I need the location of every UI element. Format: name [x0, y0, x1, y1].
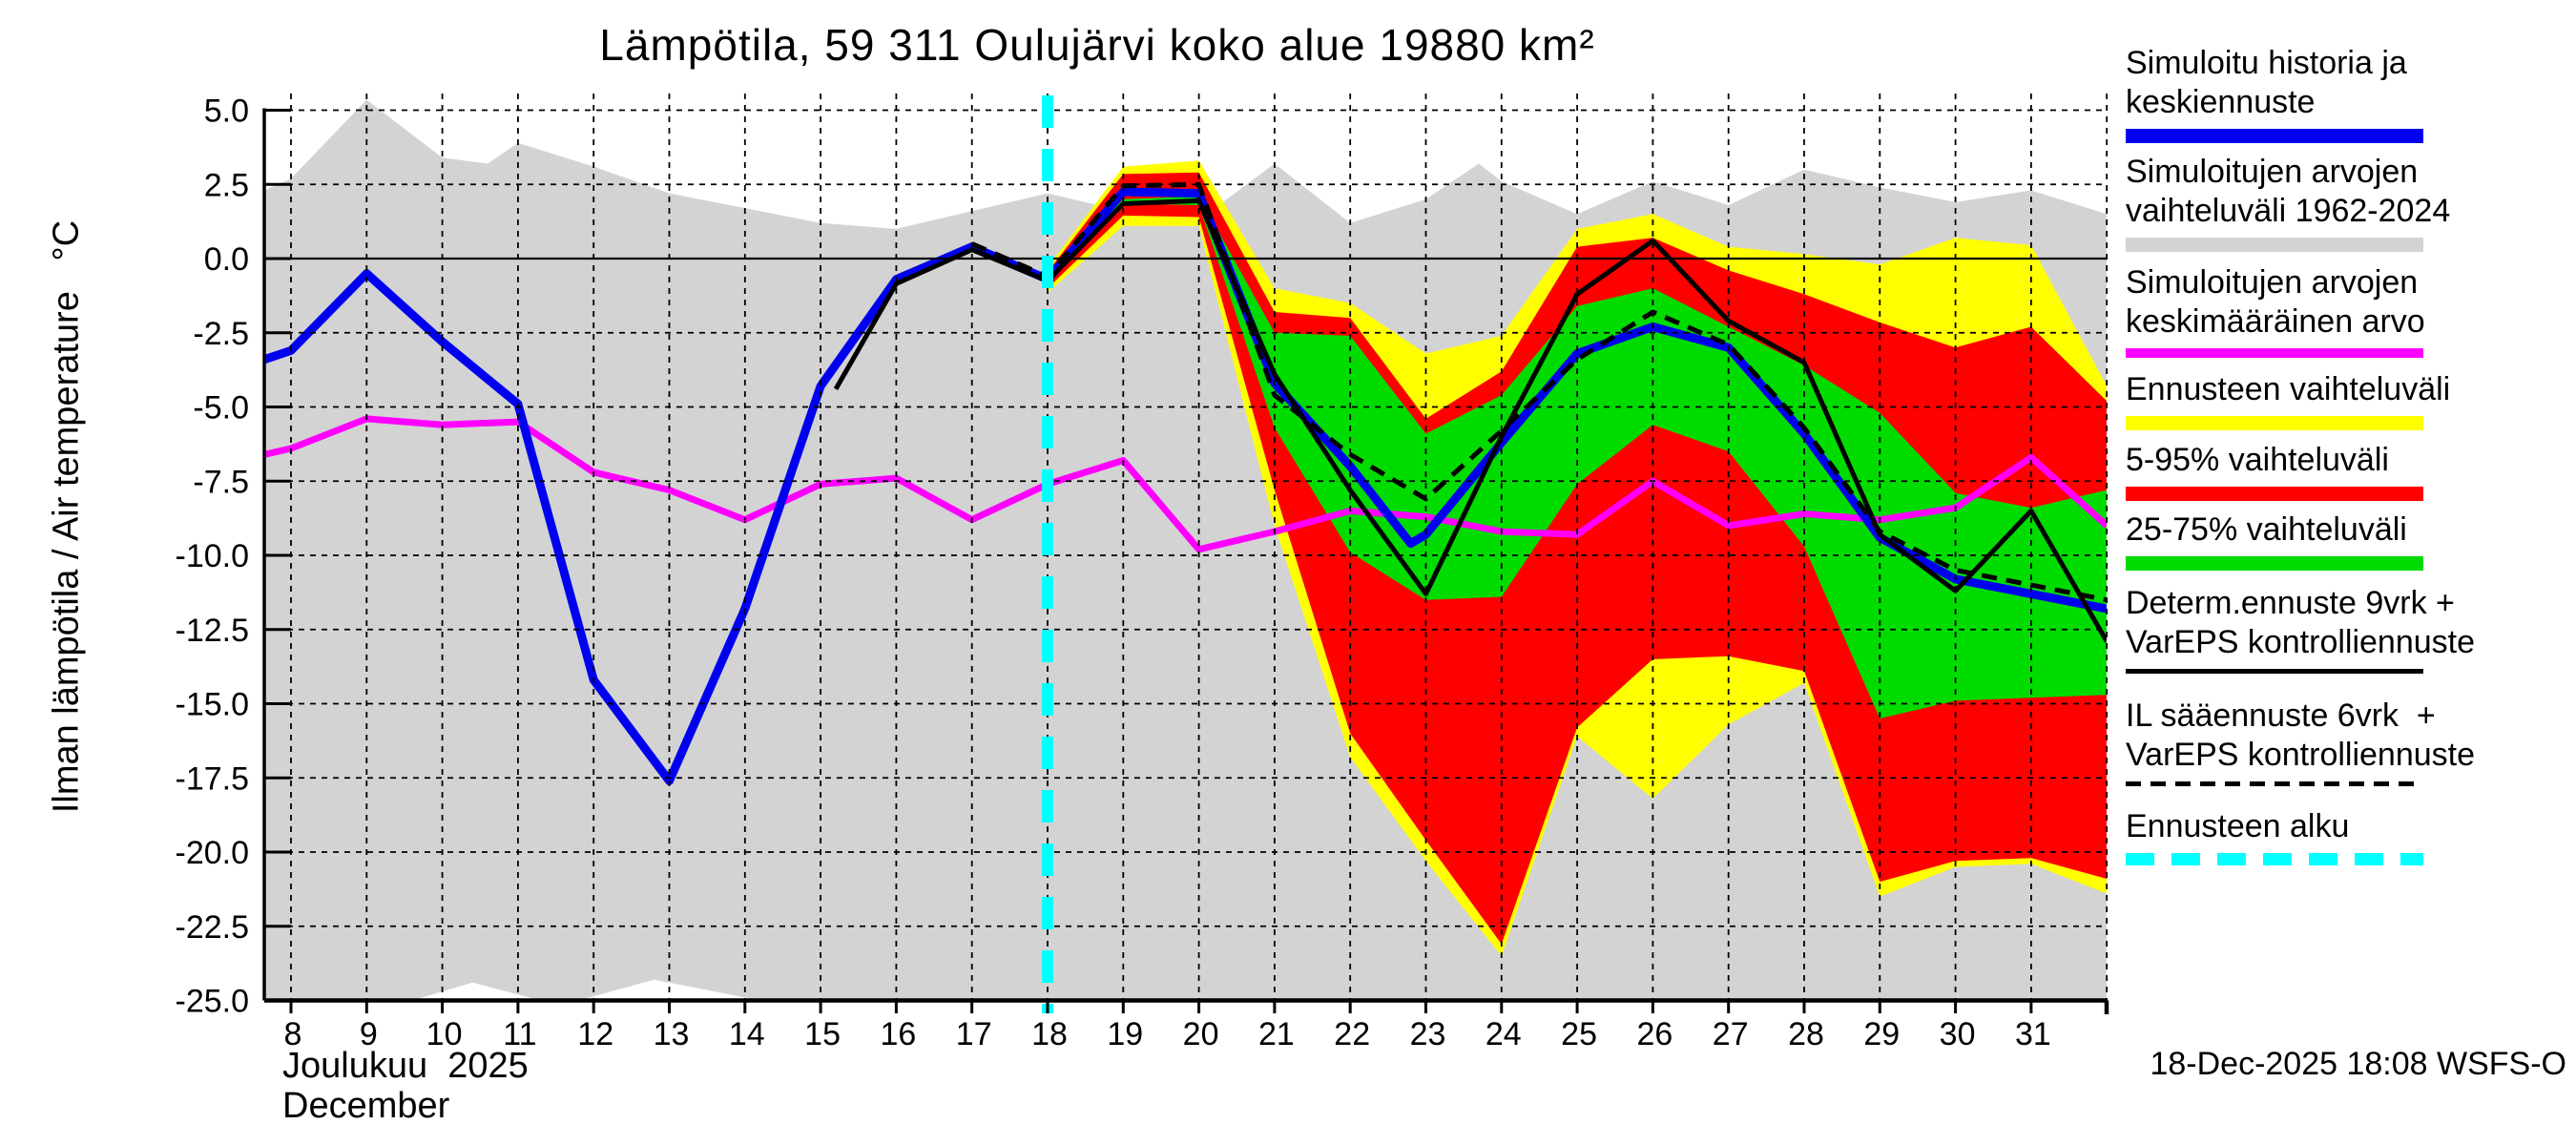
y-tick-label: -12.5 — [176, 613, 250, 649]
red-band-swatch — [2126, 487, 2423, 501]
legend-entry-label: Simuloitujen arvojen — [2126, 154, 2419, 190]
x-tick-label: 28 — [1788, 1016, 1824, 1052]
y-axis-label: Ilman lämpötila / Air temperature °C — [46, 219, 87, 814]
legend-entry: Simuloitujen arvojen keskimääräinen arvo — [2126, 263, 2425, 358]
legend-entry-label: Simuloitujen arvojen — [2126, 264, 2419, 301]
y-tick-label: -17.5 — [176, 760, 250, 797]
x-tick-label: 29 — [1863, 1016, 1900, 1052]
y-tick-label: -22.5 — [176, 909, 250, 946]
legend-entry-label: VarEPS kontrolliennuste — [2126, 624, 2476, 660]
x-tick-label: 18 — [1031, 1016, 1068, 1052]
legend-entry-label: vaihteluväli 1962-2024 — [2126, 193, 2451, 229]
x-tick-label: 10 — [426, 1016, 463, 1052]
legend-entry-label: IL sääennuste 6vrk + — [2126, 697, 2436, 734]
x-tick-label: 14 — [729, 1016, 765, 1052]
x-tick-label: 30 — [1940, 1016, 1976, 1052]
timestamp-watermark: 18-Dec-2025 18:08 WSFS-O — [2150, 1046, 2566, 1082]
x-tick-label: 24 — [1485, 1016, 1522, 1052]
legend-entry-label: 5-95% vaihteluväli — [2126, 442, 2389, 478]
x-tick-label: 26 — [1636, 1016, 1672, 1052]
x-tick-label: 17 — [956, 1016, 992, 1052]
legend-entry-label: 25-75% vaihteluväli — [2126, 511, 2407, 548]
legend-entry-label: VarEPS kontrolliennuste — [2126, 737, 2476, 773]
blue-line-swatch — [2126, 129, 2423, 143]
x-tick-label: 22 — [1334, 1016, 1370, 1052]
legend-entry: Simuloitujen arvojen vaihteluväli 1962-20… — [2126, 153, 2450, 252]
black-solid-line-swatch — [2126, 669, 2423, 674]
legend-entry: Ennusteen alku — [2126, 807, 2423, 865]
y-tick-label: -7.5 — [193, 464, 249, 500]
legend-entry-label: Ennusteen vaihteluväli — [2126, 371, 2451, 407]
x-tick-label: 16 — [880, 1016, 916, 1052]
x-tick-label: 13 — [654, 1016, 690, 1052]
y-tick-label: -15.0 — [176, 687, 250, 723]
x-tick-label: 27 — [1713, 1016, 1749, 1052]
legend-entry: 5-95% vaihteluväli — [2126, 441, 2423, 501]
plot-clip-group — [264, 99, 2107, 1001]
tick-labels: 5.0 2.5 0.0 -2.5 -5.0 -7.5 -10.0 -12.5 -15.0 -17.… — [176, 94, 2051, 1053]
black-dashed-line-swatch — [2126, 781, 2423, 786]
gray-band-swatch — [2126, 238, 2423, 252]
x-tick-label: 11 — [503, 1016, 536, 1052]
x-tick-label: 8 — [284, 1016, 302, 1052]
axes — [262, 108, 2109, 1014]
x-tick-label: 9 — [360, 1016, 378, 1052]
y-tick-label: 2.5 — [204, 167, 249, 203]
x-tick-label: 31 — [2015, 1016, 2051, 1052]
x-tick-label: 12 — [577, 1016, 613, 1052]
chart-title: Lämpötila, 59 311 Oulujärvi koko alue 19… — [599, 20, 1595, 70]
y-tick-label: -5.0 — [193, 390, 249, 427]
legend-entry: Ennusteen vaihteluväli — [2126, 370, 2450, 430]
x-tick-label: 23 — [1410, 1016, 1446, 1052]
y-tick-label: 0.0 — [204, 241, 249, 278]
magenta-line-swatch — [2126, 348, 2423, 358]
legend-entry: 25-75% vaihteluväli — [2126, 510, 2423, 571]
line-deterministic-vareps — [833, 198, 2107, 643]
y-tick-label: -25.0 — [176, 984, 250, 1020]
yellow-band-swatch — [2126, 416, 2423, 430]
legend-entry-label: Simuloitu historia ja — [2126, 45, 2407, 81]
x-axis-month-english: December — [282, 1086, 450, 1126]
x-tick-label: 21 — [1258, 1016, 1295, 1052]
legend-entry-label: Determ.ennuste 9vrk + — [2126, 585, 2455, 621]
x-axis-month-finnish: Joulukuu 2025 — [282, 1046, 529, 1086]
legend-entry-label: keskimääräinen arvo — [2126, 303, 2425, 340]
line-simulated-history-mean-forecast — [264, 187, 2107, 785]
grid-lines — [264, 94, 2109, 1001]
x-tick-label: 15 — [804, 1016, 841, 1052]
y-tick-label: 5.0 — [204, 94, 249, 130]
legend-entry: Determ.ennuste 9vrk + VarEPS kontrollienn… — [2126, 584, 2475, 674]
x-tick-label: 25 — [1561, 1016, 1597, 1052]
legend-entry-label: Ennusteen alku — [2126, 808, 2350, 844]
band-25-75-percent — [1048, 196, 2107, 718]
green-band-swatch — [2126, 556, 2423, 571]
legend-entry: Simuloitu historia ja keskiennuste — [2126, 44, 2423, 143]
legend-entry: IL sääennuste 6vrk + VarEPS kontrolliennu… — [2126, 697, 2475, 786]
y-tick-label: -10.0 — [176, 538, 250, 574]
x-tick-label: 19 — [1107, 1016, 1143, 1052]
x-tick-label: 20 — [1183, 1016, 1219, 1052]
line-simulated-mean-1962-2024 — [264, 415, 2107, 553]
y-tick-label: -2.5 — [193, 316, 249, 352]
legend-entry-label: keskiennuste — [2126, 84, 2316, 120]
cyan-dashed-line-swatch — [2126, 853, 2423, 865]
y-tick-label: -20.0 — [176, 835, 250, 871]
